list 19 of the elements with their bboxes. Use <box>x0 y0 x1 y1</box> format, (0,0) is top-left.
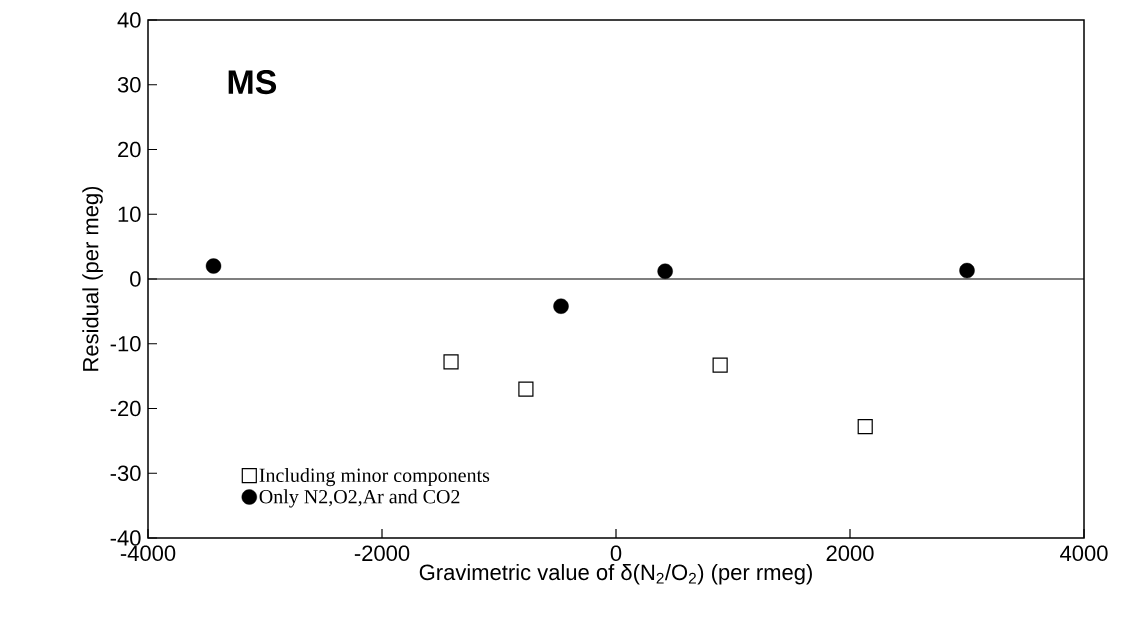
y-tick-label: 0 <box>130 271 141 287</box>
x-axis-title: Gravimetric value of δ(N$_{2}$/O$_{2}$) (per rmeg) <box>419 563 812 585</box>
x-tick-label: 0 <box>610 545 622 562</box>
x-tick-label: -4000 <box>120 545 176 562</box>
y-tick-label: 10 <box>118 206 141 223</box>
y-tick-label: 30 <box>117 76 141 93</box>
x-tick-label: 4000 <box>1060 545 1108 562</box>
x-tick-label: 2000 <box>826 545 874 562</box>
x-tick-label: -2000 <box>354 545 410 562</box>
y-tick-label: -20 <box>110 400 141 417</box>
legend-label: Only N2,O2,Ar and CO2 <box>259 489 460 508</box>
y-tick-label: -30 <box>110 465 141 482</box>
y-tick-label: 40 <box>117 12 141 28</box>
y-axis-title: Residual (per meg) <box>82 186 103 371</box>
annotation: MS <box>228 70 277 95</box>
y-tick-label: 20 <box>118 141 141 158</box>
y-tick-label: -40 <box>110 530 141 546</box>
legend-label: Including minor components <box>259 467 490 487</box>
y-tick-label: -10 <box>110 335 141 352</box>
